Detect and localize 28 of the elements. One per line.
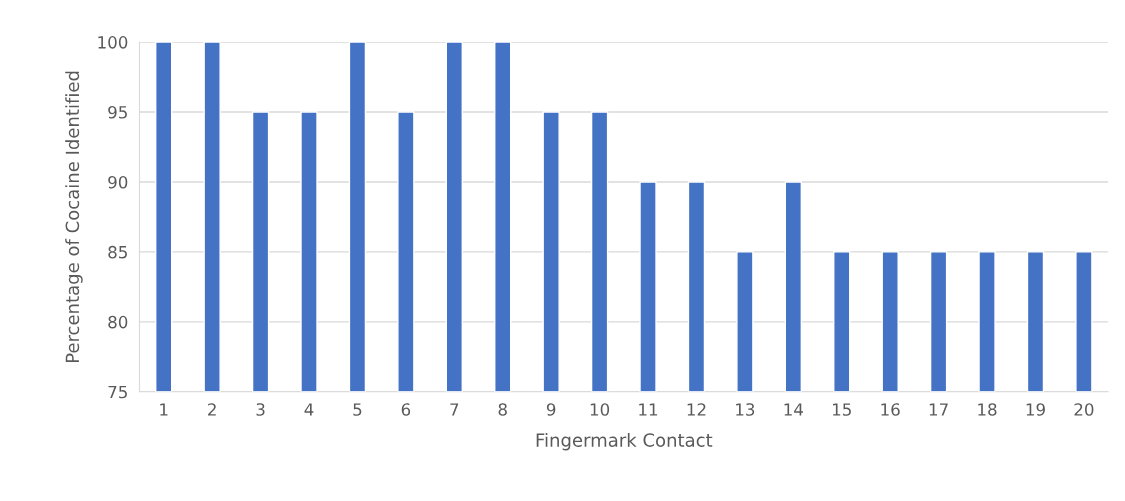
x-tick-label: 1 (160, 403, 168, 416)
x-tick-label: 15 (832, 403, 851, 416)
x-tick-label: 17 (929, 403, 948, 416)
x-tick-label: 4 (304, 403, 314, 416)
y-tick-label: 80 (108, 315, 128, 329)
y-tick-label: 95 (108, 105, 127, 119)
x-tick-label: 12 (687, 403, 706, 416)
x-tick-label: 18 (978, 403, 997, 416)
y-tick-label: 90 (108, 175, 128, 189)
x-tick-label: 16 (881, 403, 900, 416)
y-tick-label: 85 (108, 245, 127, 259)
x-tick-label: 13 (736, 403, 755, 416)
y-tick-label: 100 (98, 36, 128, 49)
x-axis-title: Fingermark Contact (536, 432, 713, 451)
x-tick-label: 9 (546, 403, 556, 416)
y-tick-label: 75 (108, 385, 127, 399)
x-tick-label: 8 (498, 403, 507, 416)
x-tick-label: 11 (639, 403, 658, 416)
x-tick-label: 2 (208, 403, 216, 416)
x-tick-label: 6 (401, 403, 411, 416)
x-tick-label: 10 (590, 403, 610, 416)
x-tick-label: 20 (1074, 403, 1094, 416)
x-tick-label: 3 (256, 403, 265, 416)
x-tick-label: 14 (784, 403, 803, 416)
x-tick-label: 7 (450, 403, 459, 416)
y-axis-title: Percentage of Cocaine Identified (65, 71, 83, 363)
x-tick-label: 19 (1026, 403, 1045, 416)
x-tick-label: 5 (353, 403, 362, 416)
